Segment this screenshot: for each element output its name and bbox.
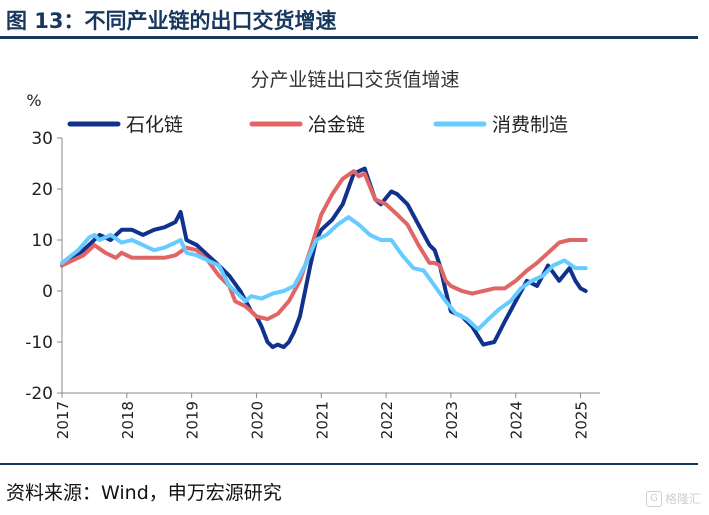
x-tick-label: 2020 xyxy=(248,401,266,439)
series-lines xyxy=(60,166,588,350)
y-tick-label: 10 xyxy=(31,231,53,251)
y-tick-label: -10 xyxy=(25,333,53,353)
x-tick-label: 2025 xyxy=(573,401,591,439)
line-chart: 分产业链出口交货值增速 % 石化链 冶金链 消费制造 3020100-10-2020… xyxy=(25,69,600,439)
series-line-1 xyxy=(60,166,588,350)
x-tick-label: 2022 xyxy=(378,401,396,439)
y-tick-label: 20 xyxy=(31,180,53,200)
chart-title: 分产业链出口交货值增速 xyxy=(250,69,459,91)
y-tick-label: -20 xyxy=(25,384,53,404)
title-divider xyxy=(0,36,698,39)
y-axis-unit: % xyxy=(26,91,41,110)
figure-title: 图 13：不同产业链的出口交货增速 xyxy=(6,9,337,33)
watermark-logo-icon: G xyxy=(645,490,662,507)
legend-label: 消费制造 xyxy=(492,114,568,136)
x-tick-label: 2019 xyxy=(184,401,202,439)
series-line-2 xyxy=(60,169,588,322)
legend: 石化链 冶金链 消费制造 xyxy=(67,114,568,136)
series-line-3 xyxy=(60,215,588,332)
y-tick-label: 0 xyxy=(42,282,53,302)
legend-label: 冶金链 xyxy=(308,114,365,136)
watermark: G 格隆汇 xyxy=(645,490,701,507)
source-note: 资料来源：Wind，申万宏源研究 xyxy=(6,482,282,504)
y-tick-label: 30 xyxy=(31,129,53,149)
x-tick-label: 2017 xyxy=(54,401,72,439)
x-tick-label: 2018 xyxy=(119,401,137,439)
x-tick-label: 2021 xyxy=(313,401,331,439)
x-tick-label: 2023 xyxy=(443,401,461,439)
source-divider xyxy=(0,463,698,465)
legend-label: 石化链 xyxy=(126,114,183,136)
watermark-text: 格隆汇 xyxy=(664,492,701,506)
x-tick-label: 2024 xyxy=(508,401,526,439)
